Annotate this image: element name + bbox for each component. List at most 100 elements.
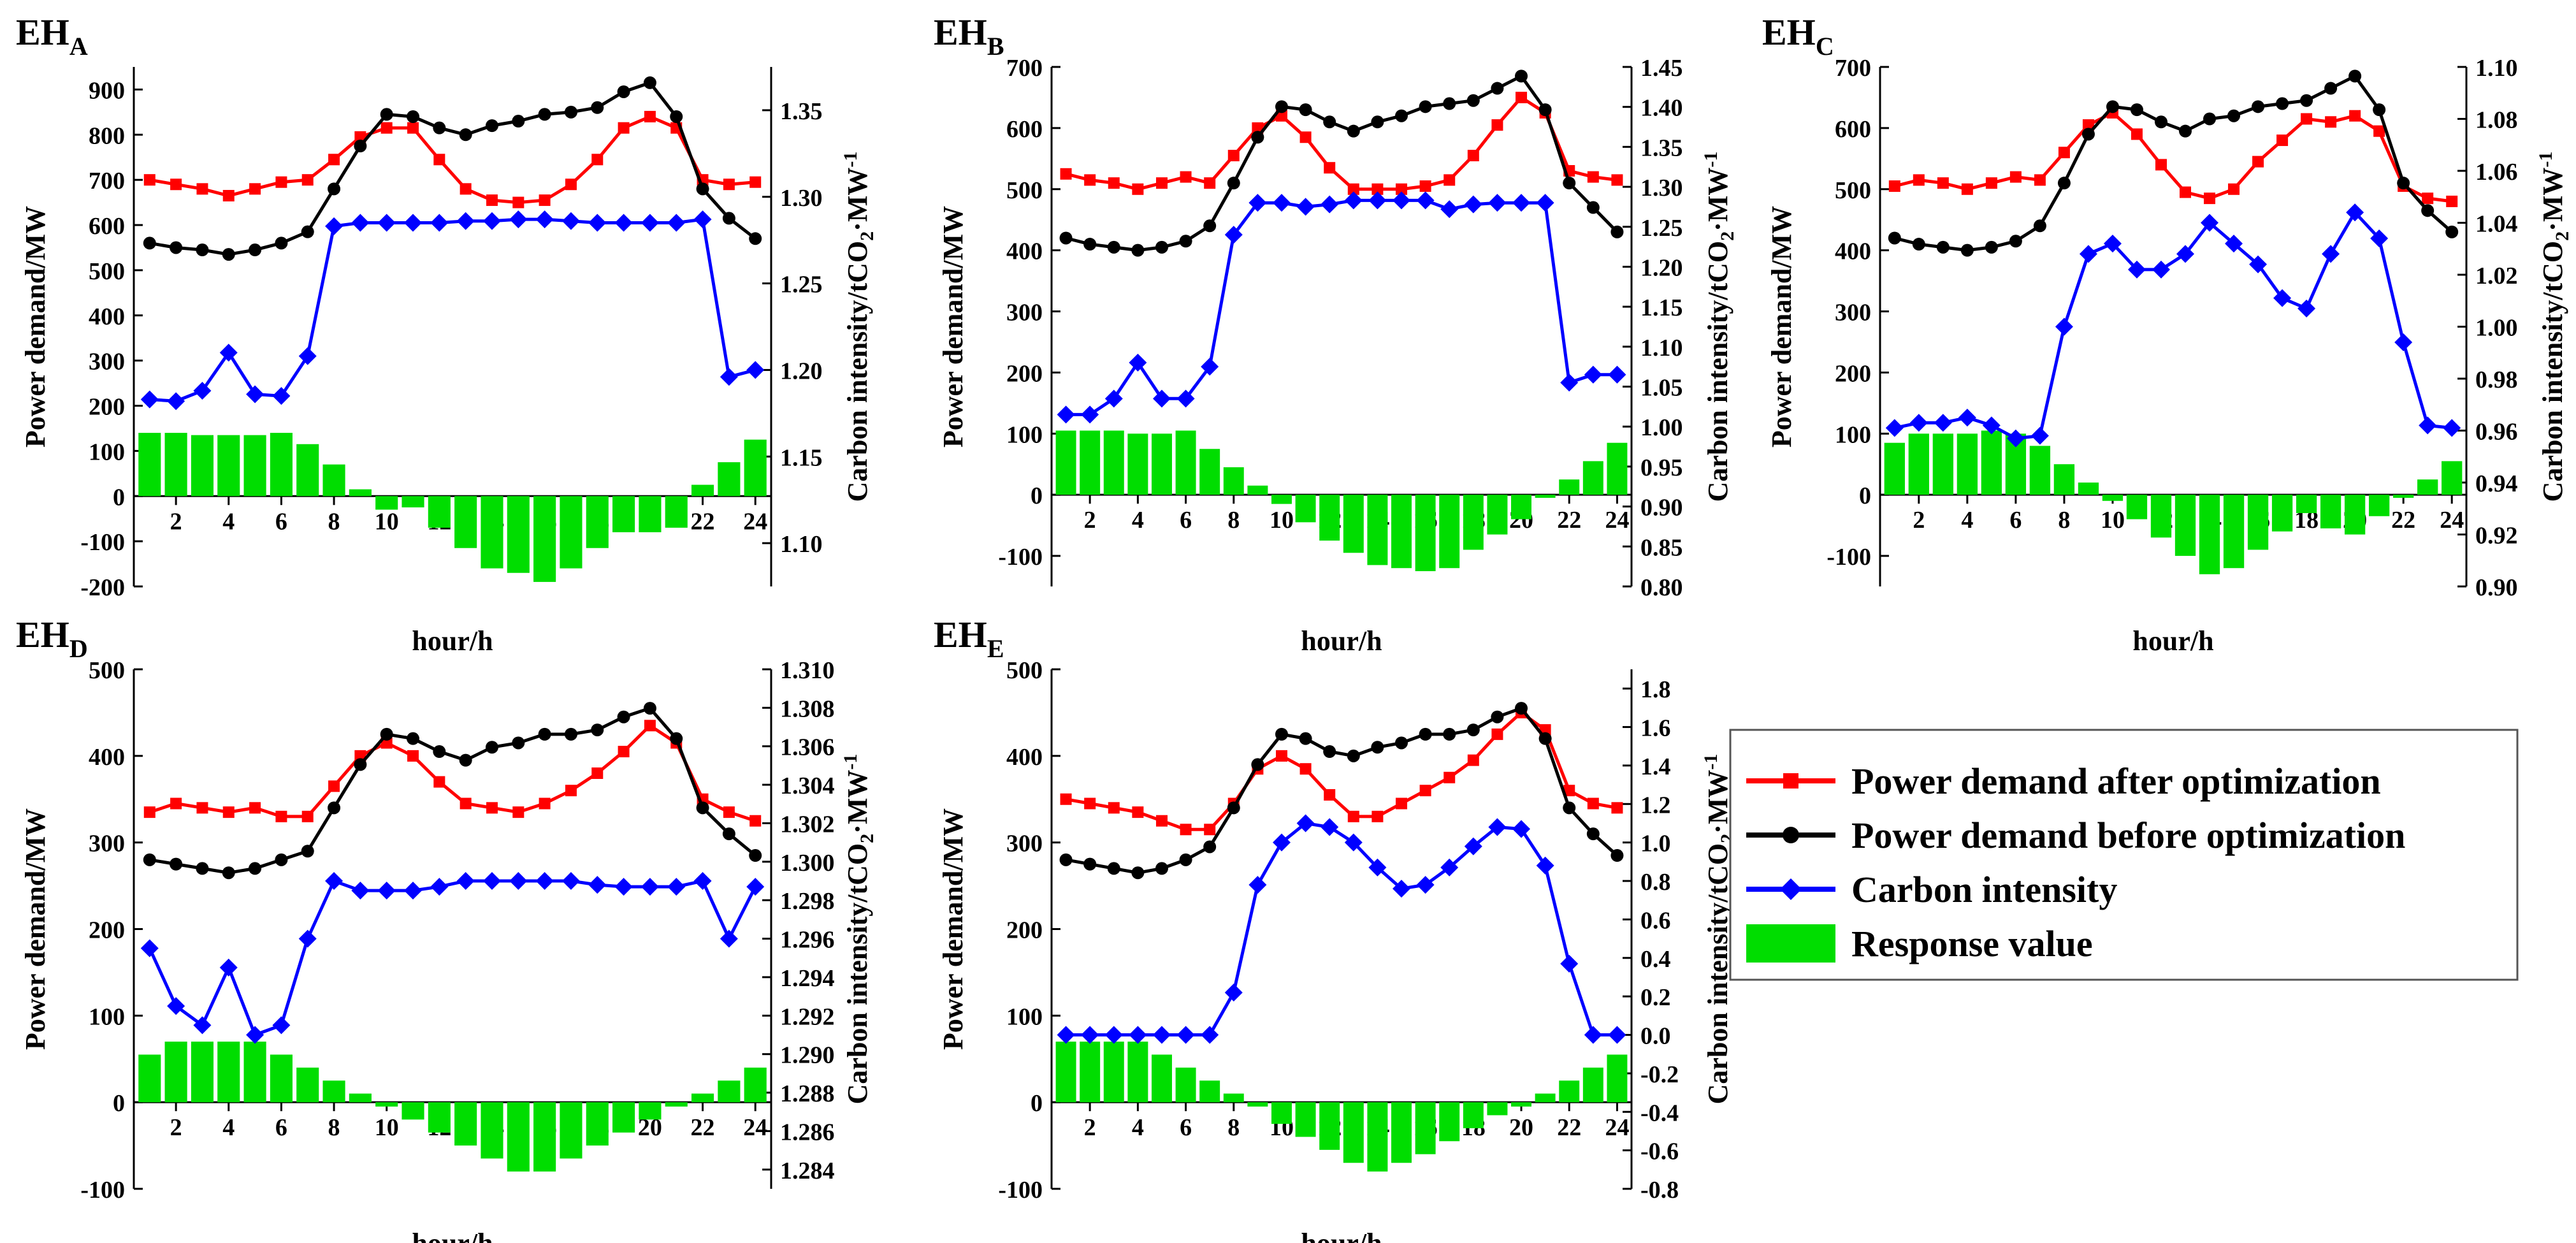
y-tick-label: 300 xyxy=(1006,831,1043,857)
point-before xyxy=(1563,177,1576,190)
point-carbon xyxy=(509,872,528,890)
y-tick-label: 0 xyxy=(113,484,125,511)
point-after xyxy=(2009,171,2022,183)
point-after xyxy=(1444,174,1456,186)
response-bar xyxy=(1511,495,1532,520)
y-tick-label: -100 xyxy=(998,1177,1043,1203)
response-bar xyxy=(1535,495,1556,498)
y2-tick-label: 1.10 xyxy=(2475,55,2518,82)
x-tick-label: 2 xyxy=(170,1114,182,1141)
response-bar xyxy=(639,1102,662,1120)
y2-tick-label: 0.90 xyxy=(1640,495,1683,521)
y2-tick-label: 0.2 xyxy=(1640,984,1671,1011)
response-bar xyxy=(2296,495,2317,513)
point-after xyxy=(1324,162,1336,174)
response-bar xyxy=(1439,1102,1460,1142)
point-carbon xyxy=(588,876,607,894)
point-before xyxy=(1491,710,1504,723)
response-bar xyxy=(1080,1042,1101,1103)
point-before xyxy=(1179,853,1192,866)
y2-tick-label: 1.294 xyxy=(780,965,835,992)
point-after xyxy=(170,797,182,810)
point-before xyxy=(1515,702,1528,715)
point-before xyxy=(2445,225,2459,238)
point-carbon xyxy=(404,214,423,232)
point-after xyxy=(644,720,656,732)
series-line-before xyxy=(149,80,756,256)
point-before xyxy=(591,101,604,114)
point-carbon xyxy=(2055,317,2073,336)
point-after xyxy=(249,802,261,814)
point-before xyxy=(2203,112,2217,126)
y-tick-label: 500 xyxy=(1006,657,1043,684)
y2-tick-label: 1.2 xyxy=(1640,792,1671,818)
point-before xyxy=(1275,100,1288,113)
point-before xyxy=(1227,177,1240,190)
y-tick-label: 300 xyxy=(89,349,125,375)
y2-axis-label: Carbon intensity/tCO2·MW-1 xyxy=(840,754,878,1105)
point-carbon xyxy=(219,958,238,977)
y-tick-label: 200 xyxy=(1006,917,1043,944)
y2-tick-label: 1.290 xyxy=(780,1042,835,1069)
point-before xyxy=(249,862,262,875)
response-bar xyxy=(1884,442,1905,495)
y-tick-label: -100 xyxy=(80,529,125,556)
chart-panels: -200-10001002003004005006007008009001.10… xyxy=(16,11,2573,1243)
y2-tick-label: 0.90 xyxy=(2475,574,2518,601)
y-tick-label: 0 xyxy=(1859,483,1871,509)
point-carbon xyxy=(1201,1026,1219,1044)
legend-item-carbon: Carbon intensity xyxy=(1746,869,2117,910)
panel-title-sub: A xyxy=(69,32,88,61)
point-carbon xyxy=(614,878,633,896)
response-bar xyxy=(454,496,477,548)
y-tick-label: 400 xyxy=(1006,238,1043,265)
point-before xyxy=(1515,69,1528,83)
point-after xyxy=(301,810,314,822)
legend-item-before: Power demand before optimization xyxy=(1746,815,2405,856)
point-before xyxy=(1107,240,1120,254)
response-bar xyxy=(481,1102,503,1159)
legend-label-after: Power demand after optimization xyxy=(1851,760,2381,802)
y-tick-label: 0 xyxy=(1031,1090,1043,1117)
point-carbon xyxy=(1368,191,1387,210)
point-carbon xyxy=(1584,1026,1602,1044)
point-carbon xyxy=(2297,299,2316,317)
point-before xyxy=(1395,736,1408,750)
response-bar xyxy=(1487,495,1508,535)
panel-1: -100 0 100 200 300 400 500 600 700 0.80 0.85 0.90 0.… xyxy=(934,11,1738,657)
point-carbon xyxy=(720,368,738,386)
point-carbon xyxy=(1248,876,1267,894)
point-after xyxy=(565,178,577,191)
y2-tick-label: 0.98 xyxy=(2475,367,2518,393)
series-line-before xyxy=(1065,74,1619,252)
response-bar xyxy=(1582,1067,1603,1103)
point-carbon xyxy=(640,214,659,232)
x-tick-label: 24 xyxy=(1605,1114,1629,1141)
x-tick-label: 4 xyxy=(222,508,235,535)
x-tick-label: 2 xyxy=(1084,507,1096,534)
x-tick-label: 10 xyxy=(2101,507,2125,534)
y2-tick-label: 1.286 xyxy=(780,1119,835,1145)
point-carbon xyxy=(1321,818,1339,836)
y-tick-label: 600 xyxy=(1835,116,1871,143)
y-tick-label: 200 xyxy=(89,917,125,944)
point-before xyxy=(749,232,762,245)
response-bar xyxy=(138,433,161,497)
point-before xyxy=(354,758,367,771)
legend-label-before: Power demand before optimization xyxy=(1851,815,2405,856)
point-carbon xyxy=(430,878,449,896)
point-before xyxy=(722,212,735,225)
point-after xyxy=(1299,131,1312,143)
point-after xyxy=(275,176,287,188)
response-bar xyxy=(744,439,767,497)
panel-title: EHC xyxy=(1762,11,1834,61)
point-before xyxy=(1371,115,1384,129)
legend-marker-carbon xyxy=(1780,878,1802,900)
point-carbon xyxy=(746,878,765,896)
response-bar xyxy=(507,496,530,573)
point-before xyxy=(696,182,709,196)
point-before xyxy=(407,732,420,745)
point-carbon xyxy=(1584,365,1602,384)
y2-tick-label: 1.04 xyxy=(2475,211,2518,238)
point-before xyxy=(1083,238,1097,251)
